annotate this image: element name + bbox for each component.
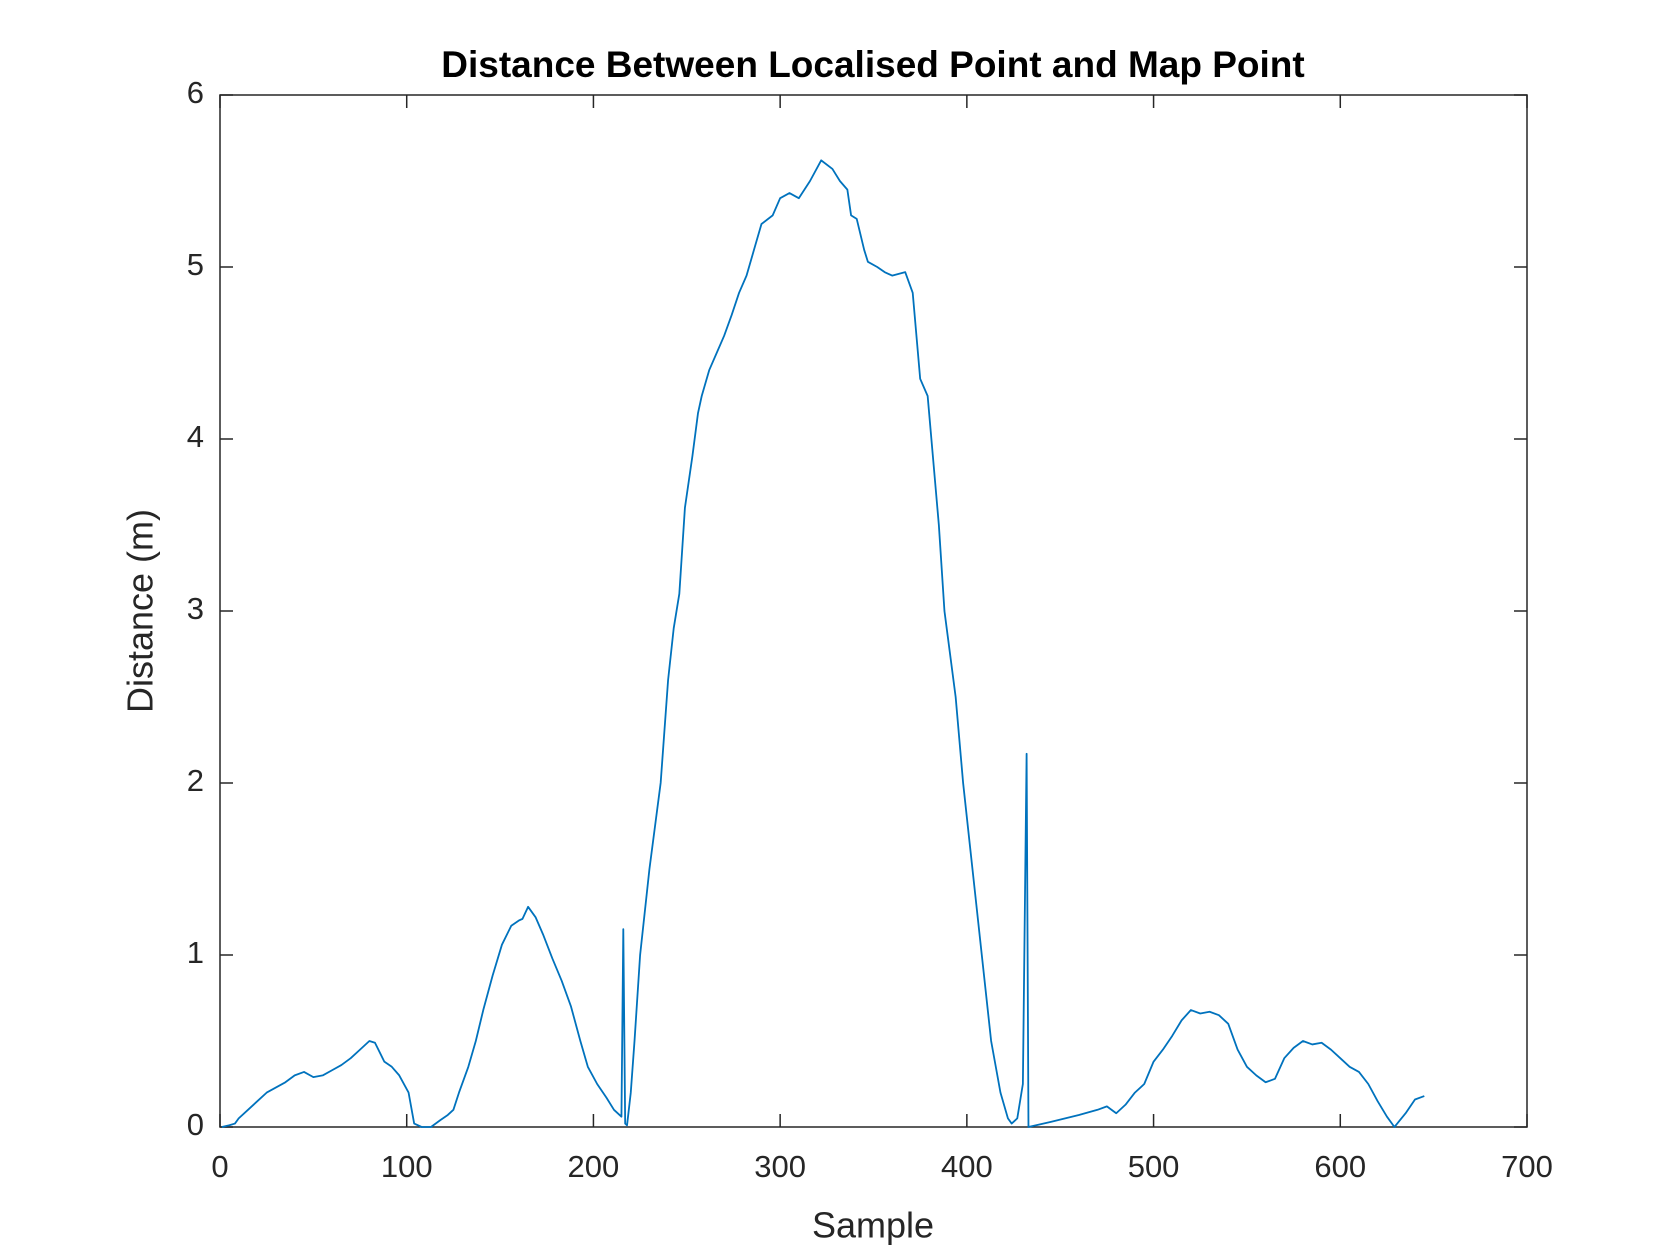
x-tick-label: 0 — [211, 1149, 228, 1184]
y-tick-label: 3 — [187, 591, 204, 626]
x-tick-label: 600 — [1314, 1149, 1366, 1184]
chart-title: Distance Between Localised Point and Map… — [441, 44, 1304, 85]
x-tick-label: 200 — [568, 1149, 620, 1184]
plot-frame — [219, 94, 1528, 1128]
y-axis-label: Distance (m) — [120, 509, 161, 713]
y-tick-label: 4 — [187, 419, 204, 454]
x-axis-label: Sample — [812, 1205, 934, 1246]
y-tick-label: 5 — [187, 247, 204, 282]
x-tick-label: 100 — [381, 1149, 433, 1184]
y-tick-label: 0 — [187, 1107, 204, 1142]
x-tick-label: 300 — [754, 1149, 806, 1184]
x-tick-label: 400 — [941, 1149, 993, 1184]
y-tick-label: 2 — [187, 763, 204, 798]
data-line — [221, 159, 1425, 1128]
y-tick-label: 6 — [187, 75, 204, 110]
x-tick-label: 500 — [1128, 1149, 1180, 1184]
y-tick-label: 1 — [187, 935, 204, 970]
x-tick-label: 700 — [1501, 1149, 1553, 1184]
